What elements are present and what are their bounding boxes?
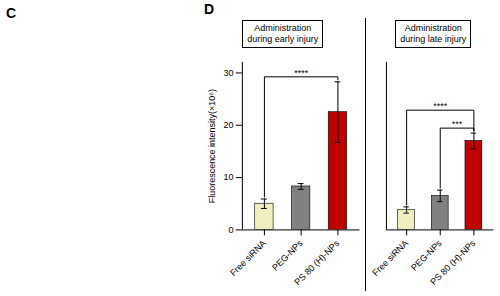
svg-text:PS 80 (H)-NPs: PS 80 (H)-NPs: [429, 238, 478, 287]
svg-text:PS 80 (H)-NPs: PS 80 (H)-NPs: [292, 238, 341, 287]
svg-text:10: 10: [223, 172, 233, 182]
svg-text:20: 20: [223, 120, 233, 130]
svg-text:Fluorescence intensity(×10⁶): Fluorescence intensity(×10⁶): [207, 89, 217, 203]
svg-text:0: 0: [228, 225, 233, 235]
svg-text:****: ****: [294, 68, 308, 78]
html-text:C: C: [6, 5, 17, 21]
svg-text:****: ****: [434, 101, 448, 111]
svg-text:30: 30: [223, 68, 233, 78]
svg-text:Free siRNA: Free siRNA: [371, 238, 411, 278]
svg-text:Free siRNA: Free siRNA: [228, 238, 268, 278]
svg-text:PEG-NPs: PEG-NPs: [270, 238, 305, 273]
html-text:D: D: [204, 1, 215, 17]
html-text:Administration during late inj: Administration during late injury: [400, 23, 467, 44]
svg-text:PEG-NPs: PEG-NPs: [410, 238, 445, 273]
html-text:Administration during early in: Administration during early injury: [247, 23, 319, 44]
svg-text:***: ***: [452, 119, 463, 129]
